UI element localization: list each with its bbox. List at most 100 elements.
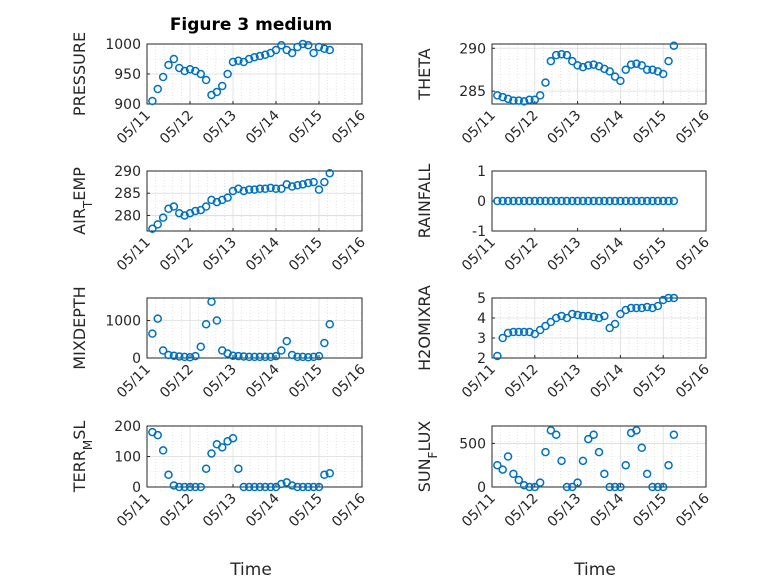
data-point-theta xyxy=(568,56,577,66)
data-point-rainfall xyxy=(573,196,582,206)
data-point-mixdepth xyxy=(228,351,238,360)
data-point-h2omixra xyxy=(525,327,534,337)
y-tick-label: 5 xyxy=(477,291,486,307)
y-axis-label-theta: THETA xyxy=(415,48,434,100)
data-point-air-temp xyxy=(185,208,195,218)
y-tick-label: 285 xyxy=(459,84,486,100)
data-point-h2omixra xyxy=(621,305,630,315)
data-point-air-temp xyxy=(201,202,211,211)
data-point-air-temp xyxy=(320,177,329,187)
axes-box-rainfall xyxy=(491,170,707,232)
y-axis-label-h2omixra: H2OMIXRA xyxy=(415,285,434,371)
data-point-mixdepth xyxy=(234,351,243,361)
data-point-terr-msl xyxy=(218,443,227,452)
data-point-air-temp xyxy=(261,184,270,194)
data-point-sun-flux xyxy=(669,430,679,439)
data-point-sun-flux xyxy=(525,482,534,492)
x-tick-label: 05/16 xyxy=(329,234,369,274)
y-tick-label: 950 xyxy=(114,67,141,83)
data-point-pressure xyxy=(169,54,179,64)
data-point-rainfall xyxy=(568,196,577,206)
data-point-air-temp xyxy=(180,211,189,220)
x-tick-label: 05/11 xyxy=(459,235,499,275)
data-point-theta xyxy=(584,61,593,70)
data-point-mixdepth xyxy=(277,346,286,355)
data-point-theta xyxy=(642,65,652,74)
x-tick-label: 05/13 xyxy=(545,235,585,275)
data-point-h2omixra xyxy=(605,323,614,333)
data-point-mixdepth xyxy=(282,336,291,346)
data-point-pressure xyxy=(261,50,270,60)
data-point-terr-msl xyxy=(207,449,216,458)
data-point-rainfall xyxy=(562,196,572,206)
y-axis-label-terr-msl: TERRMSL xyxy=(70,421,95,494)
data-point-h2omixra xyxy=(514,327,523,337)
data-point-theta xyxy=(578,62,588,72)
data-point-theta xyxy=(493,91,502,100)
data-point-pressure xyxy=(180,66,189,76)
data-point-air-temp xyxy=(218,195,227,205)
y-tick-label: 280 xyxy=(114,208,141,224)
data-point-terr-msl xyxy=(164,470,173,480)
y-tick-label: 3 xyxy=(477,331,486,347)
data-point-air-temp xyxy=(175,208,184,218)
data-point-terr-msl xyxy=(277,479,286,489)
data-point-h2omixra xyxy=(557,311,566,321)
data-point-terr-msl xyxy=(309,482,318,492)
x-tick-label: 05/14 xyxy=(243,490,283,530)
x-tick-label: 05/15 xyxy=(630,235,670,275)
x-tick-label: 05/14 xyxy=(243,107,283,147)
data-point-h2omixra xyxy=(498,333,507,343)
data-point-air-temp xyxy=(271,184,281,194)
axes-box-air-temp xyxy=(146,170,363,232)
data-point-mixdepth xyxy=(169,351,179,360)
x-tick-label: 05/13 xyxy=(200,108,240,148)
x-tick-label: 05/16 xyxy=(329,107,369,147)
data-point-terr-msl xyxy=(325,469,334,478)
data-point-rainfall xyxy=(648,196,657,206)
axes-box-sun-flux xyxy=(491,425,707,488)
y-tick-label: 1000 xyxy=(105,314,141,330)
data-point-air-temp xyxy=(207,195,216,205)
y-axis-label-pressure: PRESSURE xyxy=(70,32,89,116)
data-point-sun-flux xyxy=(578,456,588,466)
data-point-h2omixra xyxy=(648,303,657,313)
data-point-mixdepth xyxy=(293,352,302,362)
data-point-rainfall xyxy=(632,196,641,206)
data-point-rainfall xyxy=(546,196,556,206)
y-tick-label: 0 xyxy=(132,480,141,496)
x-tick-label: 05/14 xyxy=(587,107,627,147)
y-tick-label: 0 xyxy=(477,194,486,210)
data-point-theta xyxy=(519,97,529,106)
data-point-air-temp xyxy=(314,185,324,194)
x-tick-label: 05/14 xyxy=(587,361,627,401)
data-point-terr-msl xyxy=(250,482,259,492)
data-point-sun-flux xyxy=(584,434,593,444)
data-point-rainfall xyxy=(493,196,502,206)
data-point-mixdepth xyxy=(271,351,281,361)
data-point-mixdepth xyxy=(287,350,297,360)
data-point-air-temp xyxy=(234,184,243,194)
data-point-h2omixra xyxy=(509,327,518,337)
data-point-rainfall xyxy=(589,196,598,206)
data-point-h2omixra xyxy=(642,302,652,312)
data-point-theta xyxy=(632,59,641,68)
data-point-theta xyxy=(605,67,614,76)
data-point-sun-flux xyxy=(653,482,663,492)
data-point-h2omixra xyxy=(610,319,620,329)
x-tick-label: 05/11 xyxy=(459,362,499,402)
data-point-air-temp xyxy=(250,185,259,194)
data-point-air-temp xyxy=(304,178,313,188)
data-point-air-temp xyxy=(325,168,334,178)
data-point-theta xyxy=(557,50,566,59)
data-point-terr-msl xyxy=(169,481,179,490)
data-point-h2omixra xyxy=(503,328,513,338)
data-point-pressure xyxy=(148,96,157,106)
y-tick-label: 100 xyxy=(114,450,141,466)
x-tick-label: 05/13 xyxy=(200,235,240,275)
data-point-sun-flux xyxy=(610,482,620,492)
x-tick-label: 05/16 xyxy=(673,361,713,401)
x-axis-label-left: Time xyxy=(229,560,272,580)
x-tick-label: 05/12 xyxy=(157,362,197,402)
data-point-sun-flux xyxy=(589,430,598,439)
